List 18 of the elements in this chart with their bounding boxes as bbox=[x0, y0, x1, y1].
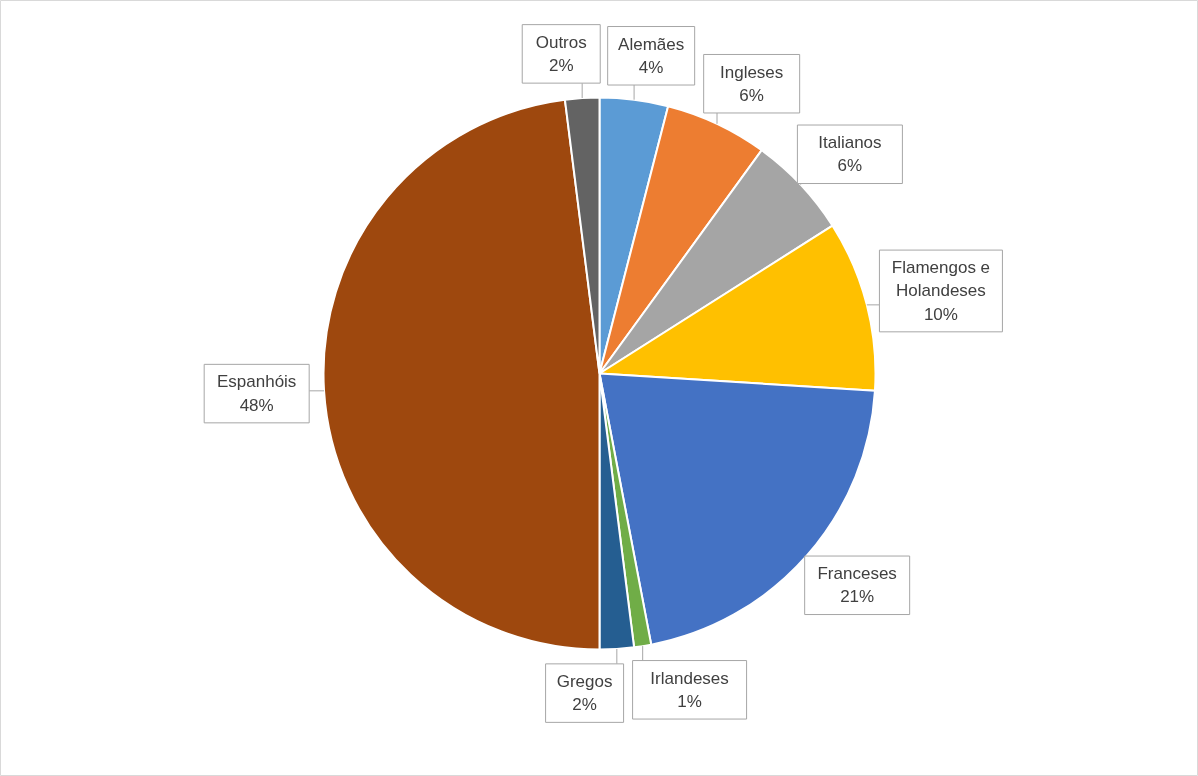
slice-label: Italianos bbox=[818, 133, 882, 153]
data-label: 2% bbox=[548, 56, 574, 76]
slice-label: Outros bbox=[535, 32, 587, 52]
data-label: 4% bbox=[638, 57, 664, 77]
slice-label: Gregos bbox=[556, 671, 613, 691]
data-label: 1% bbox=[677, 691, 702, 711]
slice-label: Espanhóis bbox=[216, 372, 297, 392]
data-label: 21% bbox=[840, 587, 875, 607]
data-label: 2% bbox=[572, 695, 597, 715]
data-label: 6% bbox=[837, 156, 863, 176]
slice-label: Irlandeses bbox=[650, 668, 729, 688]
data-label: 6% bbox=[739, 85, 764, 105]
slice-label: Flamengos e Holandeses bbox=[891, 258, 991, 301]
slice-label: Franceses bbox=[817, 564, 897, 584]
data-label: 10% bbox=[923, 304, 958, 324]
data-label: 48% bbox=[239, 395, 274, 415]
slice-label: Ingleses bbox=[720, 62, 784, 82]
slice-label: Alemães bbox=[618, 34, 685, 54]
